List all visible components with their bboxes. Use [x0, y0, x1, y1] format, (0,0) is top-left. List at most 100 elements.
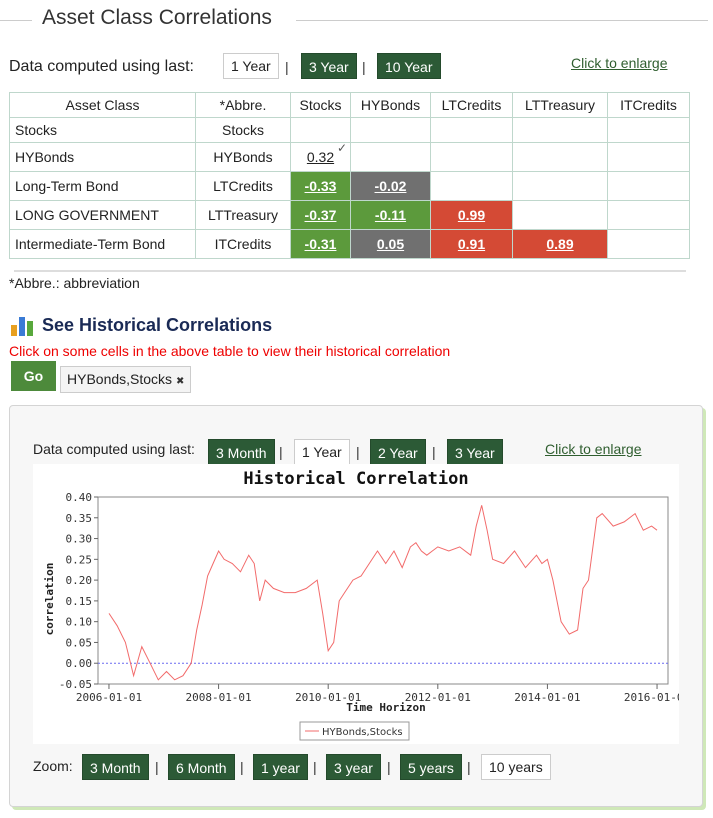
chart-legend: HYBonds,Stocks	[299, 721, 410, 741]
corr-cell	[607, 171, 690, 201]
corr-cell-itcredits-ltcredits[interactable]: 0.91	[430, 229, 513, 259]
separator: |	[155, 759, 159, 775]
corr-cell	[607, 117, 690, 143]
period-1-year-button[interactable]: 1 Year	[223, 53, 279, 79]
row-abbr: LTTreasury	[195, 200, 291, 230]
corr-cell	[430, 171, 513, 201]
separator: |	[467, 759, 471, 775]
separator: |	[356, 444, 360, 460]
corr-cell	[512, 117, 608, 143]
row-abbr: ITCredits	[195, 229, 291, 259]
remove-icon[interactable]: ✖	[175, 376, 185, 387]
corr-cell-itcredits-lttreasury[interactable]: 0.89	[512, 229, 608, 259]
corr-cell	[607, 142, 690, 172]
separator: |	[313, 759, 317, 775]
y-tick-label: 0.30	[66, 533, 93, 546]
title-rule-left	[0, 20, 32, 21]
x-tick-label: 2010-01-01	[295, 691, 361, 704]
x-tick-label: 2008-01-01	[185, 691, 251, 704]
corr-cell	[607, 229, 690, 259]
x-axis-label: Time Horizon	[346, 701, 425, 714]
selected-pair-label: HYBonds,Stocks	[67, 371, 173, 387]
y-axis-label: correlation	[43, 563, 56, 636]
corr-cell-lttreasury-ltcredits[interactable]: 0.99	[430, 200, 513, 230]
separator: |	[432, 444, 436, 460]
corr-cell	[607, 200, 690, 230]
title-rule	[296, 20, 708, 21]
header-asset-class: Asset Class	[9, 92, 196, 118]
checkmark-icon: ✓	[336, 141, 347, 155]
y-tick-labels: -0.05 0.00 0.05 0.10 0.15 0.20 0.25 0.30 0.35 0.4…	[59, 491, 92, 691]
zoom-label: Zoom:	[33, 758, 73, 774]
zoom-6-month-button[interactable]: 6 Month	[168, 754, 235, 780]
corr-cell	[512, 171, 608, 201]
row-name: LONG GOVERNMENT	[9, 200, 196, 230]
zoom-1-year-button[interactable]: 1 year	[253, 754, 308, 780]
corr-cell	[430, 117, 513, 143]
period-10-year-button[interactable]: 10 Year	[377, 53, 441, 79]
zoom-10-years-button[interactable]: 10 years	[481, 754, 551, 780]
corr-cell	[350, 142, 431, 172]
corr-cell	[290, 117, 351, 143]
separator: |	[362, 59, 366, 75]
bar-chart-icon	[11, 317, 33, 336]
zoom-3-month-button[interactable]: 3 Month	[82, 754, 149, 780]
separator: |	[285, 59, 289, 75]
x-tick-label: 2014-01-01	[514, 691, 580, 704]
y-tick-label: 0.15	[66, 595, 93, 608]
y-tick-label: 0.25	[66, 553, 93, 566]
correlation-table: Asset Class *Abbre. Stocks HYBonds LTCre…	[9, 92, 690, 259]
section-title: Asset Class Correlations	[42, 6, 272, 29]
x-tick-label: 2016-01-01	[624, 691, 679, 704]
zoom-3-year-button[interactable]: 3 year	[326, 754, 381, 780]
y-tick-label: -0.05	[59, 678, 92, 691]
historical-instruction: Click on some cells in the above table t…	[9, 343, 451, 359]
row-abbr: HYBonds	[195, 142, 291, 172]
enlarge-table-link[interactable]: Click to enlarge	[571, 55, 668, 71]
y-tick-label: 0.40	[66, 491, 93, 504]
selected-pair-tag: HYBonds,Stocks ✖	[60, 366, 192, 393]
period-label: Data computed using last:	[9, 58, 194, 75]
corr-cell-itcredits-hybonds[interactable]: 0.05	[350, 229, 431, 259]
corr-cell-lttreasury-hybonds[interactable]: -0.11	[350, 200, 431, 230]
x-tick-label: 2006-01-01	[76, 691, 142, 704]
panel-3-year-button[interactable]: 3 Year	[447, 439, 503, 465]
corr-cell-ltcredits-stocks[interactable]: -0.33	[290, 171, 351, 201]
abbreviation-note: *Abbre.: abbreviation	[9, 275, 140, 291]
corr-cell-ltcredits-hybonds[interactable]: -0.02	[350, 171, 431, 201]
table-row: Long-Term Bond LTCredits -0.33 -0.02	[9, 171, 690, 201]
panel-1-year-button[interactable]: 1 Year	[294, 439, 350, 465]
chart-title: Historical Correlation	[243, 469, 468, 489]
row-name: Stocks	[9, 117, 196, 143]
separator: |	[240, 759, 244, 775]
row-name: Long-Term Bond	[9, 171, 196, 201]
panel-3-month-button[interactable]: 3 Month	[208, 439, 275, 465]
separator: |	[279, 444, 283, 460]
legend-box	[299, 721, 410, 741]
row-name: HYBonds	[9, 142, 196, 172]
zoom-5-years-button[interactable]: 5 years	[400, 754, 462, 780]
panel-2-year-button[interactable]: 2 Year	[370, 439, 426, 465]
historical-correlation-chart[interactable]: Historical Correlation -0.05 0.00 0.05 0.10…	[33, 464, 679, 744]
corr-cell-lttreasury-stocks[interactable]: -0.37	[290, 200, 351, 230]
panel-period-label: Data computed using last:	[33, 441, 195, 457]
y-tick-label: 0.10	[66, 616, 93, 629]
corr-cell-hybonds-stocks[interactable]: 0.32 ✓	[290, 141, 351, 172]
corr-cell-itcredits-stocks[interactable]: -0.31	[290, 229, 351, 259]
table-scroll-edge	[14, 258, 686, 272]
table-row: Intermediate-Term Bond ITCredits -0.31 0…	[9, 229, 690, 259]
series-line-hybonds-stocks	[108, 505, 658, 681]
table-row: Stocks Stocks	[9, 117, 690, 143]
legend-label: HYBonds,Stocks	[322, 727, 403, 738]
corr-cell	[512, 200, 608, 230]
enlarge-chart-link[interactable]: Click to enlarge	[545, 441, 642, 457]
table-row: HYBonds HYBonds 0.32 ✓	[9, 141, 690, 172]
y-tick-label: 0.00	[66, 657, 93, 670]
y-tick-label: 0.05	[66, 636, 93, 649]
corr-cell	[350, 117, 431, 143]
go-button[interactable]: Go	[11, 361, 56, 391]
x-tick-labels: 2006-01-01 2008-01-01 2010-01-01 2012-01-01…	[76, 691, 679, 704]
header-abbre: *Abbre.	[195, 92, 291, 118]
period-3-year-button[interactable]: 3 Year	[301, 53, 357, 79]
corr-cell	[512, 142, 608, 172]
